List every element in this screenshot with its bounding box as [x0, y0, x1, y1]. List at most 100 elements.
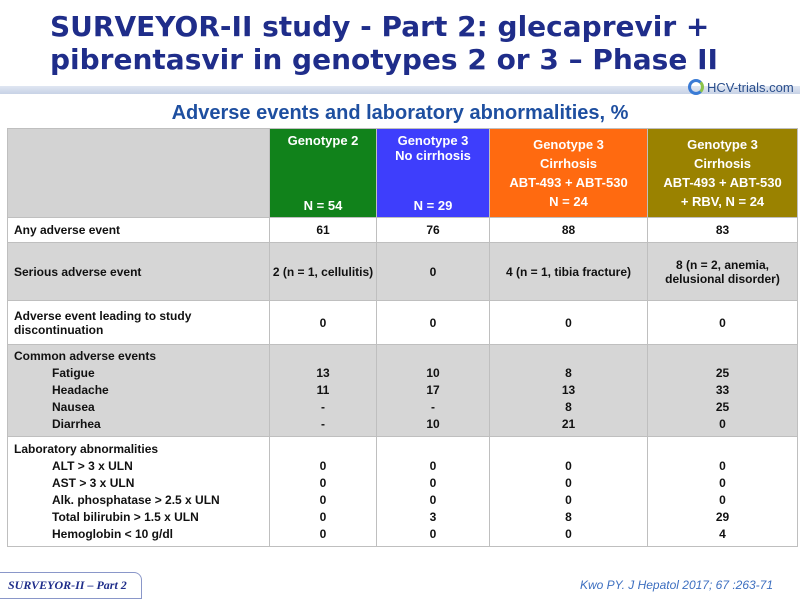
table-cell: 4 (n = 1, tibia fracture)	[489, 242, 648, 301]
header-line: ABT-493 + ABT-530	[663, 175, 782, 190]
table-cell: 0 0 0 0 0	[269, 436, 377, 547]
table-row-common-ae: Common adverse events Fatigue Headache N…	[7, 344, 798, 437]
table-cell: 83	[647, 217, 798, 243]
sub-label: AST > 3 x ULN	[52, 475, 135, 490]
table-cell: 0 0 0 8 0	[489, 436, 648, 547]
header-genotype-3-cirrhosis: Genotype 3 Cirrhosis ABT-493 + ABT-530 N…	[489, 128, 648, 218]
sub-label: Nausea	[52, 400, 95, 414]
row-label: Adverse event leading to study discontin…	[7, 300, 270, 345]
cell-value: 0	[565, 526, 572, 541]
table-cell: 76	[376, 217, 490, 243]
cell-value: 0	[319, 458, 327, 473]
row-label-group: Laboratory abnormalities ALT > 3 x ULN A…	[7, 436, 270, 547]
adverse-events-table: Genotype 2 N = 54 Genotype 3 No cirrhosi…	[7, 128, 798, 547]
cell-value: 10	[426, 417, 440, 431]
table-cell: 10 17 - 10	[376, 344, 490, 437]
row-label: Any adverse event	[7, 217, 270, 243]
cell-value: 10	[426, 366, 440, 380]
footer-study-tag: SURVEYOR-II – Part 2	[0, 572, 142, 599]
table-cell: 0	[269, 300, 377, 345]
cell-value: 8	[565, 509, 572, 524]
cell-value: 0	[719, 458, 726, 473]
cell-value: 33	[715, 383, 730, 397]
table-cell: 0	[489, 300, 648, 345]
sub-label: ALT > 3 x ULN	[52, 458, 133, 473]
citation: Kwo PY. J Hepatol 2017; 67 :263-71	[580, 578, 774, 592]
cell-value: 0	[565, 458, 572, 473]
table-cell: 8 (n = 2, anemia, delusional disorder)	[647, 242, 798, 301]
sub-label: Diarrhea	[52, 417, 101, 431]
header-line: Cirrhosis	[539, 156, 598, 171]
cell-value: 0	[719, 417, 726, 431]
cell-value: 0	[319, 526, 327, 541]
table-cell: 61	[269, 217, 377, 243]
header-genotype-3-no-cirrhosis: Genotype 3 No cirrhosis N = 29	[376, 128, 490, 218]
cell-value: 25	[715, 366, 730, 380]
table-cell: 0	[376, 300, 490, 345]
cell-value: 0	[429, 526, 437, 541]
cell-value: -	[321, 400, 325, 414]
cell-value: 0	[719, 492, 726, 507]
header-line: Genotype 2	[287, 133, 359, 148]
sub-label: Total bilirubin > 1.5 x ULN	[52, 509, 199, 524]
header-n: N = 24	[549, 194, 588, 209]
header-n: + RBV, N = 24	[680, 194, 765, 209]
sub-label: Alk. phosphatase > 2.5 x ULN	[52, 492, 220, 507]
header-line: No cirrhosis	[395, 148, 471, 163]
cell-value: 13	[561, 383, 576, 397]
table-cell: 13 11 - -	[269, 344, 377, 437]
table-cell: 0	[647, 300, 798, 345]
header-n: N = 29	[413, 198, 453, 213]
row-label-group: Common adverse events Fatigue Headache N…	[7, 344, 270, 437]
cell-value: 3	[429, 509, 437, 524]
row-label: Serious adverse event	[7, 242, 270, 301]
header-line: Genotype 3	[533, 137, 604, 152]
header-genotype-2: Genotype 2 N = 54	[269, 128, 377, 218]
table-row-discontinuation: Adverse event leading to study discontin…	[7, 300, 798, 345]
header-genotype-3-cirrhosis-rbv: Genotype 3 Cirrhosis ABT-493 + ABT-530 +…	[647, 128, 798, 218]
cell-value: 0	[719, 475, 726, 490]
cell-value: 17	[426, 383, 440, 397]
table-row-serious-ae: Serious adverse event 2 (n = 1, cellulit…	[7, 242, 798, 301]
header-n: N = 54	[303, 198, 343, 213]
cell-value: 29	[715, 509, 730, 524]
cell-value: 0	[565, 475, 572, 490]
table-cell: 2 (n = 1, cellulitis)	[269, 242, 377, 301]
table-cell: 0	[376, 242, 490, 301]
cell-value: 25	[715, 400, 730, 414]
title-divider	[0, 86, 800, 94]
cell-value: 0	[319, 475, 327, 490]
sub-label: Hemoglobin < 10 g/dl	[52, 526, 174, 541]
header-blank-cell	[7, 128, 270, 218]
cell-value: 11	[316, 383, 330, 397]
cell-value: 0	[429, 475, 437, 490]
cell-value: 13	[316, 366, 330, 380]
cell-value: 8	[565, 400, 572, 414]
table-row-any-ae: Any adverse event 61 76 88 83	[7, 217, 798, 243]
table-cell: 8 13 8 21	[489, 344, 648, 437]
slide-title: SURVEYOR-II study - Part 2: glecaprevir …	[50, 10, 718, 76]
cell-value: 0	[565, 492, 572, 507]
table-cell: 25 33 25 0	[647, 344, 798, 437]
cell-value: 0	[429, 458, 437, 473]
header-line: Cirrhosis	[693, 156, 752, 171]
logo-swirl-icon	[688, 79, 704, 95]
header-line: Genotype 3	[397, 133, 469, 148]
slide-subtitle: Adverse events and laboratory abnormalit…	[171, 102, 629, 124]
logo-text: HCV-trials.com	[707, 79, 794, 95]
header-line: ABT-493 + ABT-530	[509, 175, 628, 190]
table-row-lab-abnormalities: Laboratory abnormalities ALT > 3 x ULN A…	[7, 436, 798, 547]
header-line: Genotype 3	[687, 137, 758, 152]
cell-value: -	[431, 400, 435, 414]
group-label: Common adverse events	[14, 349, 157, 363]
cell-value: 21	[561, 417, 576, 431]
cell-value: 0	[319, 492, 327, 507]
hcv-trials-logo: HCV-trials.com	[688, 74, 798, 100]
group-label: Laboratory abnormalities	[14, 441, 159, 456]
sub-label: Fatigue	[52, 366, 95, 380]
table-cell: 0 0 0 3 0	[376, 436, 490, 547]
cell-value: 0	[319, 509, 327, 524]
cell-value: 4	[719, 526, 726, 541]
table-cell: 88	[489, 217, 648, 243]
table-header-row: Genotype 2 N = 54 Genotype 3 No cirrhosi…	[7, 128, 798, 218]
